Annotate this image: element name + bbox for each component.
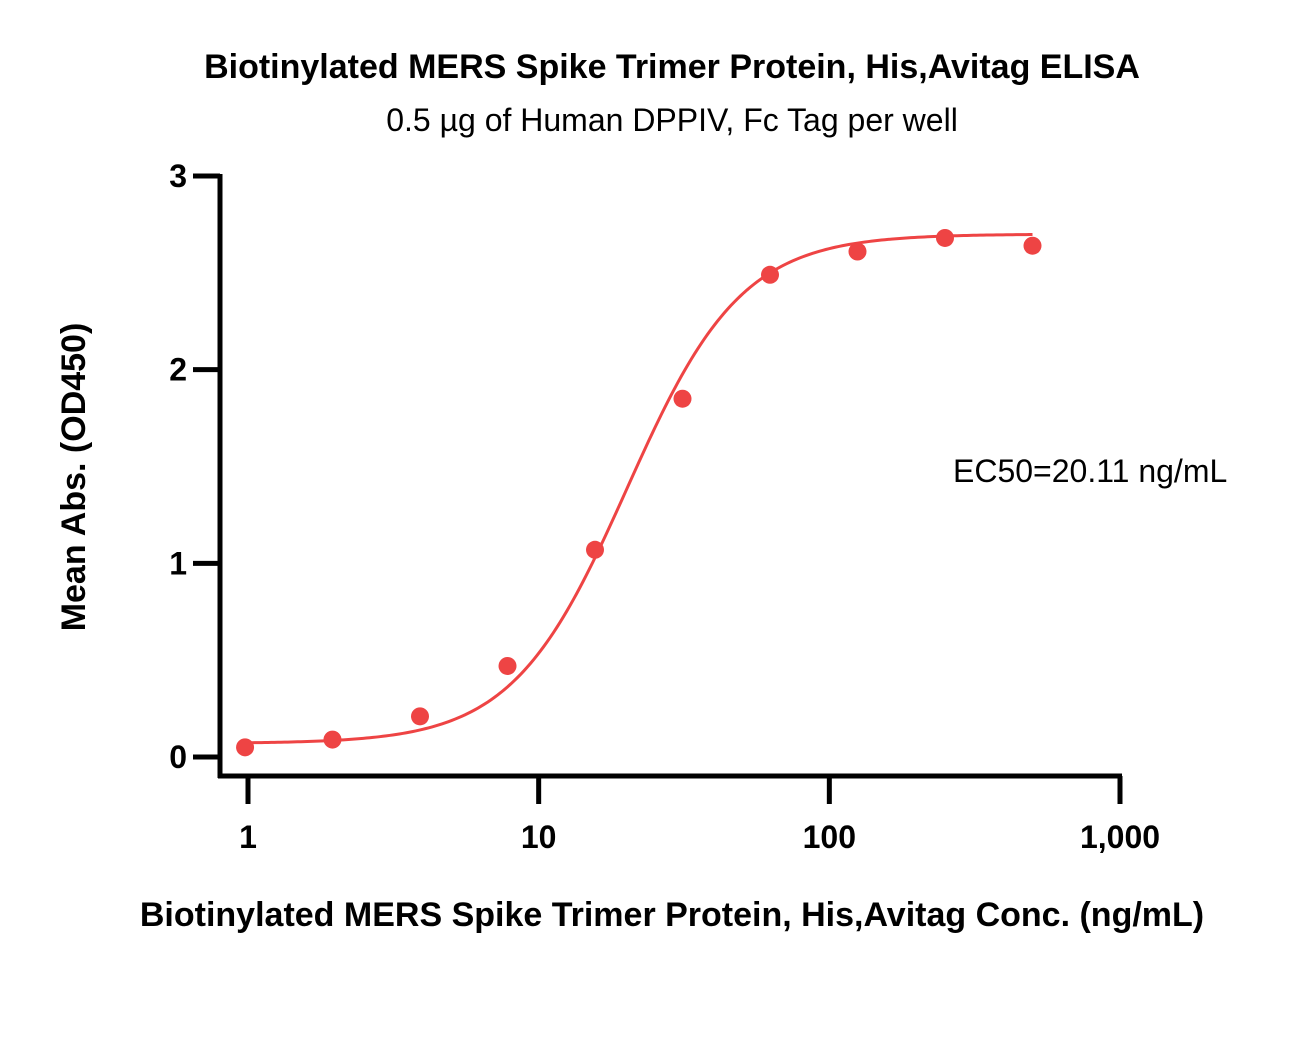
points-layer	[236, 228, 1042, 757]
y-tick-label: 0	[169, 739, 187, 775]
y-tick-label: 1	[169, 545, 187, 581]
data-point	[848, 242, 867, 261]
fit-curve	[245, 233, 1033, 745]
data-point	[1023, 236, 1042, 255]
data-point	[936, 228, 955, 247]
x-axis: 1 10 100 1,000	[218, 773, 1160, 855]
chart-subtitle: 0.5 µg of Human DPPIV, Fc Tag per well	[386, 102, 958, 138]
data-point	[323, 730, 342, 749]
chart-title: Biotinylated MERS Spike Trimer Protein, …	[204, 48, 1140, 86]
data-point	[761, 265, 780, 284]
ec50-annotation: EC50=20.11 ng/mL	[953, 453, 1227, 489]
y-axis-title: Mean Abs. (OD450)	[55, 323, 93, 632]
fit-layer	[245, 233, 1033, 745]
x-tick-label: 1,000	[1080, 819, 1160, 855]
x-tick-label: 10	[521, 819, 557, 855]
data-point	[673, 389, 692, 408]
x-tick-label: 100	[803, 819, 856, 855]
x-tick-label: 1	[239, 819, 257, 855]
y-tick-label: 3	[169, 158, 187, 194]
data-point	[498, 656, 517, 675]
x-axis-title: Biotinylated MERS Spike Trimer Protein, …	[140, 896, 1204, 934]
data-point	[410, 707, 429, 726]
y-tick-label: 2	[169, 352, 187, 388]
y-axis: 0 1 2 3	[169, 158, 223, 778]
data-point	[236, 738, 255, 757]
data-point	[586, 540, 605, 559]
